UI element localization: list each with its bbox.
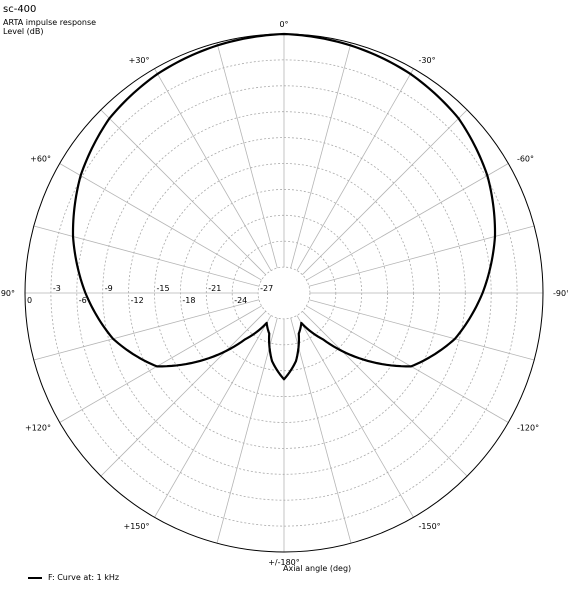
angle-tick-label: -90° — [553, 289, 568, 298]
spoke-line — [296, 68, 414, 271]
polar-grid — [24, 33, 544, 553]
grid-circle — [257, 266, 311, 320]
legend-label: F: Curve at: 1 kHz — [48, 573, 120, 582]
grid-circle — [50, 59, 518, 527]
spoke-line — [302, 311, 468, 477]
spoke-line — [306, 305, 509, 423]
angle-tick-label: -30° — [419, 56, 436, 65]
radial-tick-label: -21 — [208, 284, 221, 293]
grid-circle — [231, 240, 337, 346]
chart-title: sc-400 — [3, 4, 37, 15]
radial-tick-label: 0 — [27, 296, 32, 305]
radial-tick-label: -15 — [157, 284, 170, 293]
angle-tick-label: +/-180° — [268, 558, 300, 567]
spoke-line — [154, 68, 272, 271]
radial-tick-label: -9 — [105, 284, 113, 293]
grid-circle — [76, 85, 492, 501]
grid-circle — [179, 188, 388, 397]
radial-tick-label: -18 — [182, 296, 195, 305]
grid-circle — [154, 163, 414, 423]
grid-circle — [205, 214, 363, 372]
spoke-line — [59, 163, 262, 281]
spoke-line — [33, 225, 260, 287]
radial-tick-label: -24 — [234, 296, 247, 305]
spoke-line — [154, 315, 272, 518]
spoke-line — [306, 163, 509, 281]
spoke-line — [296, 315, 414, 518]
radial-axis-label: Level (dB) — [3, 27, 44, 36]
spoke-line — [216, 42, 278, 269]
spoke-line — [302, 109, 468, 275]
spoke-line — [308, 299, 535, 361]
spoke-line — [216, 317, 278, 544]
angle-tick-label: +120° — [25, 424, 51, 433]
spoke-line — [100, 311, 266, 477]
radial-tick-label: -12 — [131, 296, 144, 305]
angle-tick-label: +150° — [124, 522, 150, 531]
polar-curve — [71, 32, 497, 381]
angle-tick-label: +90° — [0, 289, 15, 298]
angle-tick-label: 0° — [279, 20, 288, 29]
angle-tick-label: +30° — [129, 56, 150, 65]
legend-swatch — [28, 576, 42, 579]
angular-axis-label: Axial angle (deg) — [283, 564, 352, 573]
angle-tick-label: -150° — [419, 522, 441, 531]
spoke-line — [33, 299, 260, 361]
grid-circle — [102, 111, 466, 475]
angle-tick-label: +60° — [30, 155, 51, 164]
tick-labels: 0 -3 -6 -9 -12 -15 -18 -21 -24 -27 0° -30° -60° -90° -… — [0, 20, 568, 567]
radial-tick-label: -6 — [79, 296, 87, 305]
chart-subtitle: ARTA impulse response — [3, 18, 97, 27]
legend: F: Curve at: 1 kHz — [28, 573, 119, 582]
spoke-line — [308, 225, 535, 287]
radial-tick-label: -3 — [53, 284, 61, 293]
spoke-line — [290, 42, 352, 269]
grid-circle — [128, 137, 440, 449]
curve-layer — [71, 32, 497, 381]
angle-tick-label: -60° — [517, 155, 534, 164]
angle-tick-label: -120° — [517, 424, 539, 433]
spoke-line — [290, 317, 352, 544]
spoke-line — [59, 305, 262, 423]
radial-tick-label: -27 — [260, 284, 273, 293]
spoke-line — [100, 109, 266, 275]
